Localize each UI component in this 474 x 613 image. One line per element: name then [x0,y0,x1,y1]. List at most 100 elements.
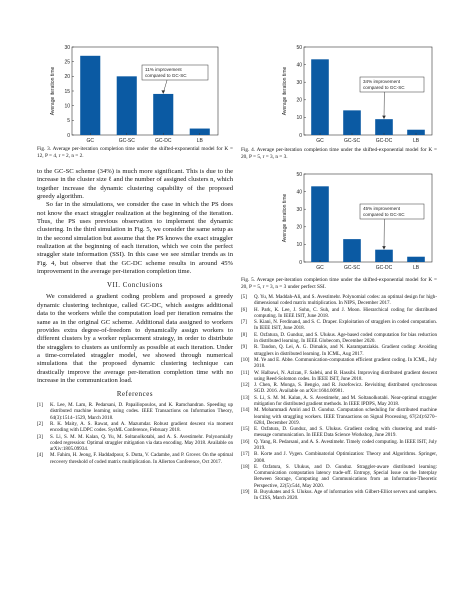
figure-3-caption: Fig. 3. Average per-iteration completion… [37,146,233,159]
figure-5-caption: Fig. 5. Average per-iteration completion… [241,277,437,290]
x-tick-label: GC-SC [119,138,136,144]
reference-number: [19] [241,489,250,495]
reference-number: [2] [37,421,43,428]
annotation-text: compared to GC-SC [145,73,187,78]
reference-text: S. Li, S. M. M. Kalan, A. S. Avestimehr,… [254,394,437,408]
bar-lb [407,256,425,262]
figure-3-svg: 0 5 10 15 20 25 30 Average iteration time GC GC-S… [50,45,219,144]
x-tick-label: GC-SC [344,265,361,271]
figure-4-caption: Fig. 4. Average per-iteration completion… [241,147,437,160]
y-axis-label: Average iteration time [282,194,288,243]
y-tick-label: 20 [296,98,302,104]
y-tick-label: 10 [296,242,302,248]
reference-number: [5] [241,294,247,300]
reference-number: [17] [241,451,250,458]
y-tick-label: 40 [296,189,302,195]
reference-number: [4] [37,452,43,459]
reference-2: [2] R. K. Maity, A. S. Rawat, and A. Mazu… [37,421,233,433]
reference-15: [15] E. Ozfatura, D. Gunduz, and S. Uluku… [241,426,437,438]
y-tick-label: 30 [296,80,302,86]
reference-text: M. Fahim, H. Jeong, F. Haddadpour, S. Du… [50,452,233,465]
y-tick-label: 5 [67,118,70,124]
reference-4: [4] M. Fahim, H. Jeong, F. Haddadpour, S.… [37,452,233,464]
bar-lb [407,129,425,135]
x-tick-label: GC-SC [344,138,361,144]
reference-9: [9] R. Tandon, Q. Lei, A. G. Dimakis, and… [241,344,437,356]
annotation-arrowhead [161,90,166,94]
paragraph-conclusions: We considered a gradient coding problem … [37,293,233,384]
x-tick-label: GC-DC [155,138,172,144]
bar-gc-dc [375,119,393,135]
reference-text: B. Korte and J. Vygen. Combinatorial Opt… [254,451,437,464]
reference-number: [3] [37,433,43,440]
annotation-box [359,203,425,220]
reference-text: R. K. Maity, A. S. Rawat, and A. Mazumda… [50,421,233,434]
annotation-box [359,76,425,93]
annotation-text: compared to GC-SC [363,85,405,90]
reference-6: [6] H. Park, K. Lee, J. Sohn, C. Suh, and… [241,307,437,319]
y-tick-label: 0 [299,260,302,266]
reference-number: [8] [241,331,247,338]
figure-5-svg: 0 10 20 30 40 50 Average iteration time GC GC-SC… [282,172,433,271]
annotation-text: compared to GC-SC [363,212,405,217]
paragraph-dynamic-clustering: to the GC-SC scheme (34%) is much more s… [37,168,233,201]
figure-4-chart: 0 10 20 30 40 50 Average iteration time GC GC-SC… [278,43,438,146]
reference-13: [13] S. Li, S. M. M. Kalan, A. S. Avestim… [241,395,437,407]
y-tick-label: 50 [296,45,302,51]
y-tick-label: 20 [64,74,70,80]
reference-text: E. Ozfatura, S. Ulukus, and D. Gunduz. S… [254,464,437,489]
reference-12: [12] J. Chen, R. Monga, S. Bengio, and R.… [241,382,437,394]
reference-14: [14] M. Mohammadi Amiri and D. Gunduz. Co… [241,407,437,425]
references-heading: References [116,391,154,399]
bar-gc-sc [343,239,361,262]
annotation-arrowhead [382,246,386,250]
y-tick-label: 30 [64,45,70,51]
x-tick-label: GC-DC [376,138,393,144]
reference-text: W. Halbawi, N. Azizan, F. Salehi, and B.… [254,369,437,382]
annotation-text: 34% improvement [363,79,401,84]
y-tick-label: 40 [296,62,302,68]
y-axis-label: Average iteration time [282,67,288,116]
reference-5: [5] Q. Yu, M. Maddah-Ali, and S. Avestime… [241,294,437,306]
reference-number: [6] [241,306,247,313]
reference-18: [18] E. Ozfatura, S. Ulukus, and D. Gundu… [241,464,437,489]
reference-text: B. Buyukates and S. Ulukus. Age of infor… [254,489,437,502]
reference-number: [1] [37,402,43,409]
reference-text: S. Li, S. M. M. Kalan, Q. Yu, M. Soltano… [50,433,233,452]
reference-19: [19] B. Buyukates and S. Ulukus. Age of i… [241,489,437,501]
reference-text: Q. Yang, R. Pedarsani, and A. S. Avestim… [254,438,437,452]
reference-number: [10] [241,357,250,364]
references-list-left: [1] K. Lee, M. Lam, R. Pedarsani, D. Papa… [37,402,233,464]
bar-lb [189,128,210,135]
x-tick-label: GC [316,265,324,271]
reference-number: [15] [241,426,250,433]
reference-number: [7] [241,319,247,326]
reference-text: M. Ye and E. Abbe. Communication-computa… [254,357,437,370]
annotation-text: 11% improvement [145,67,182,72]
references-list-right: [5] Q. Yu, M. Maddah-Ali, and S. Avestime… [241,294,437,501]
plot-frame [303,173,433,263]
y-tick-label: 0 [67,133,70,139]
reference-11: [11] W. Halbawi, N. Azizan, F. Salehi, an… [241,370,437,382]
plot-frame [303,46,433,136]
reference-7: [7] S. Kiani, N. Ferdinand, and S. C. Dra… [241,319,437,331]
reference-text: R. Tandon, Q. Lei, A. G. Dimakis, and N.… [254,344,437,357]
y-tick-label: 10 [296,115,302,121]
paragraph-perfect-ssi: So far in the simulations, we consider t… [37,201,233,276]
bar-gc [80,55,101,135]
bar-gc-dc [153,93,174,135]
annotation-arrowhead [382,115,386,120]
right-column: [5] Q. Yu, M. Maddah-Ali, and S. Avestime… [241,294,437,502]
reference-text: H. Park, K. Lee, J. Sohn, C. Suh, and J.… [254,306,437,319]
reference-3: [3] S. Li, S. M. M. Kalan, Q. Yu, M. Solt… [37,434,233,452]
reference-number: [14] [241,407,250,414]
reference-text: J. Chen, R. Monga, S. Bengio, and R. Joz… [254,382,437,395]
reference-number: [11] [241,369,250,376]
x-tick-label: GC [87,138,95,144]
reference-number: [16] [241,438,250,445]
y-tick-label: 0 [299,133,302,139]
y-tick-label: 15 [64,89,70,95]
reference-1: [1] K. Lee, M. Lam, R. Pedarsani, D. Papa… [37,402,233,420]
reference-text: Q. Yu, M. Maddah-Ali, and S. Avestimehr.… [254,294,437,307]
y-axis-label: Average iteration time [50,67,56,116]
